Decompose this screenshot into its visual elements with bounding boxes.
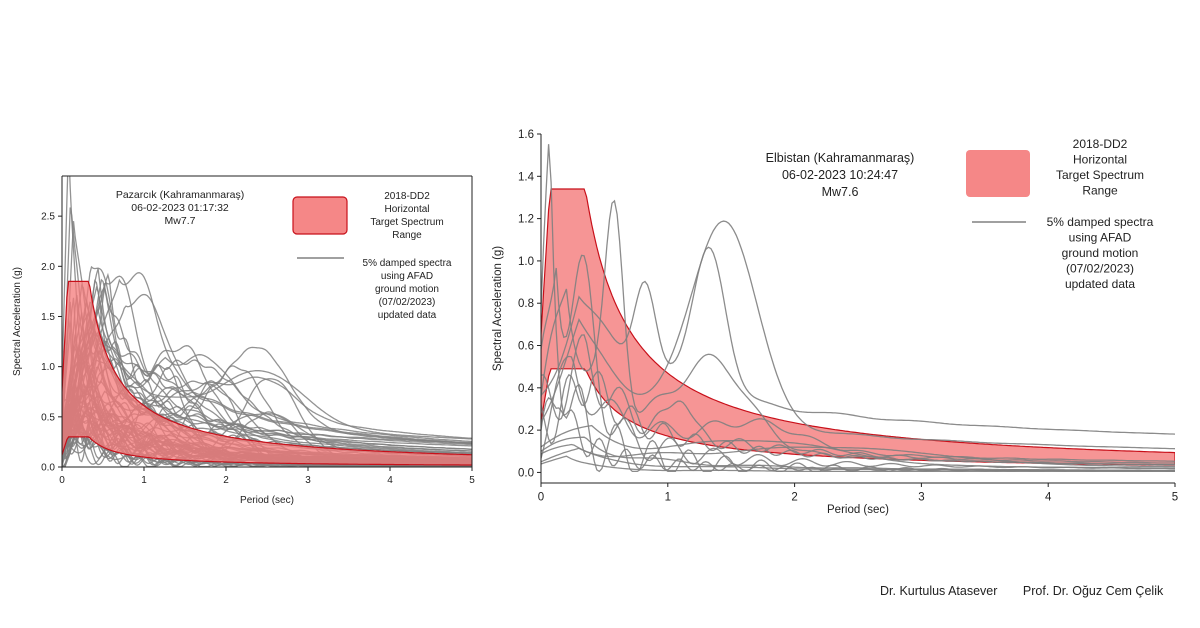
chart-title-line: 06-02-2023 01:17:32 [131, 202, 229, 214]
legend-spectra-label: 5% damped spectra [1047, 215, 1154, 229]
spectrum-curve [62, 285, 472, 464]
chart-title-line: Elbistan (Kahramanmaraş) [766, 151, 915, 165]
spectrum-curve [62, 293, 472, 445]
legend-spectra-label: (07/02/2023) [379, 297, 436, 308]
y-tick-label: 1.4 [518, 171, 535, 183]
spectrum-curve [541, 355, 1175, 462]
legend-spectra-label: ground motion [1062, 246, 1139, 260]
y-tick-label: 0.6 [518, 341, 534, 353]
x-tick-label: 2 [223, 475, 229, 486]
author-credits: Dr. Kurtulus Atasever Prof. Dr. Oğuz Cem… [880, 584, 1185, 598]
legend-band-label: Range [1082, 184, 1118, 198]
spectrum-curve [62, 272, 472, 444]
legend-band-label: 2018-DD2 [1073, 137, 1128, 151]
y-axis-label: Spectral Acceleration (g) [492, 246, 504, 371]
legend-band-label: Target Spectrum [1056, 168, 1144, 182]
legend-spectra-label: ground motion [375, 284, 439, 295]
spectrum-curve [62, 284, 472, 440]
target-spectrum-band [62, 280, 472, 466]
y-tick-label: 0.0 [41, 463, 55, 474]
legend-spectra-label: (07/02/2023) [1066, 262, 1134, 276]
y-tick-label: 1.0 [41, 362, 55, 373]
y-tick-label: 1.6 [518, 129, 534, 141]
y-axis-label: Spectral Acceleration (g) [12, 267, 23, 376]
y-tick-label: 0.5 [41, 412, 55, 423]
spectrum-curve [62, 354, 472, 447]
spectrum-curve [541, 447, 1175, 472]
x-tick-label: 1 [665, 492, 671, 504]
x-tick-label: 5 [469, 475, 475, 486]
legend-spectra-label: using AFAD [381, 271, 433, 282]
chart-title-line: 06-02-2023 10:24:47 [782, 168, 898, 182]
x-tick-label: 3 [305, 475, 311, 486]
x-axis-label: Period (sec) [827, 504, 889, 516]
chart-title-line: Mw7.6 [822, 185, 859, 199]
y-tick-label: 1.5 [41, 312, 55, 323]
spectrum-curve [541, 334, 1175, 464]
x-tick-label: 3 [918, 492, 924, 504]
ground-motion-spectra [541, 144, 1175, 473]
spectrum-curve [62, 397, 472, 467]
y-tick-label: 2.5 [41, 212, 55, 223]
x-tick-label: 2 [791, 492, 797, 504]
y-tick-label: 0.2 [518, 425, 534, 437]
x-tick-label: 4 [1045, 492, 1052, 504]
author-name-1: Dr. Kurtulus Atasever [880, 584, 998, 598]
spectrum-curve [541, 220, 1175, 450]
spectrum-curve [541, 455, 1175, 473]
legend-band-label: Horizontal [384, 204, 429, 215]
y-tick-label: 0.0 [518, 467, 534, 479]
x-axis-label: Period (sec) [240, 495, 294, 506]
legend-band-label: 2018-DD2 [384, 191, 430, 202]
y-tick-label: 1.2 [518, 214, 534, 226]
legend-band-label: Range [392, 230, 422, 241]
y-tick-label: 1.0 [518, 256, 534, 268]
y-tick-label: 0.4 [518, 383, 535, 395]
spectrum-curve [541, 424, 1175, 469]
chart-title-line: Mw7.7 [165, 215, 196, 227]
legend-band-swatch [966, 150, 1030, 197]
legend-spectra-label: updated data [1065, 277, 1135, 291]
y-tick-label: 2.0 [41, 262, 55, 273]
legend-band-swatch [292, 196, 348, 235]
x-tick-label: 0 [59, 475, 65, 486]
spectrum-curve [62, 301, 472, 456]
spectrum-curve [541, 371, 1175, 466]
legend-band-label: Target Spectrum [370, 217, 443, 228]
spectrum-curve [541, 443, 1175, 468]
x-tick-label: 0 [538, 492, 544, 504]
author-name-2: Prof. Dr. Oğuz Cem Çelik [1022, 584, 1164, 598]
x-tick-label: 5 [1172, 492, 1178, 504]
legend-spectra-label: using AFAD [1069, 231, 1132, 245]
plot-area [541, 144, 1175, 473]
legend-band-label: Horizontal [1073, 153, 1127, 167]
pazarcik-spectrum-chart: 0 1 2 3 4 5 0.0 0.5 1.0 1.5 2.0 2.5 Period (sec) Spec… [12, 175, 475, 506]
y-tick-label: 0.8 [518, 298, 534, 310]
x-tick-label: 4 [387, 475, 393, 486]
spectrum-curve [62, 275, 472, 450]
legend-spectra-label: 5% damped spectra [363, 258, 452, 269]
plot-area [62, 176, 472, 467]
x-tick-label: 1 [141, 475, 147, 486]
spectrum-curve [541, 246, 1175, 435]
chart-title-line: Pazarcık (Kahramanmaraş) [116, 189, 244, 201]
legend-spectra-label: updated data [378, 310, 437, 321]
elbistan-spectrum-chart: 0 1 2 3 4 5 0.0 0.2 0.4 0.6 0.8 1.0 1.2 1.4 1.6 Period … [492, 129, 1178, 516]
